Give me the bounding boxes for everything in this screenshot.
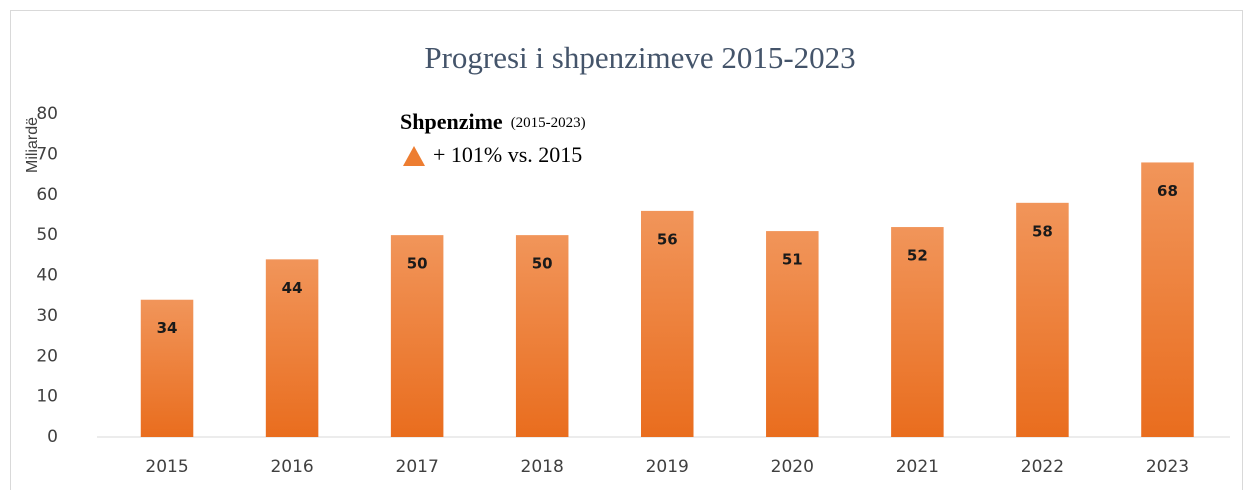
value-label: 51 [782, 251, 803, 269]
x-tick-label: 2019 [646, 457, 689, 477]
y-tick-label: 20 [36, 346, 58, 366]
value-label: 58 [1032, 222, 1053, 240]
bar [390, 235, 444, 437]
x-tick-label: 2020 [771, 457, 814, 477]
x-tick-label: 2017 [396, 457, 439, 477]
x-tick-label: 2016 [270, 457, 313, 477]
annotation-title: Shpenzime (2015-2023) [400, 109, 586, 134]
y-tick-label: 40 [36, 266, 58, 286]
value-label: 68 [1157, 182, 1178, 200]
bar [640, 210, 694, 437]
x-tick-label: 2015 [145, 457, 188, 477]
bar [1016, 202, 1069, 437]
bar [515, 235, 569, 437]
bar [891, 227, 944, 437]
chart-title: Progresi i shpenzimeve 2015-2023 [424, 40, 855, 75]
y-tick-label: 0 [47, 427, 58, 447]
value-label: 50 [532, 255, 553, 273]
value-label: 52 [907, 247, 928, 265]
y-tick-label: 80 [36, 104, 58, 124]
y-tick-label: 70 [36, 144, 58, 164]
bar [766, 231, 819, 437]
bar [1141, 162, 1194, 437]
value-label: 44 [282, 279, 303, 297]
x-tick-label: 2018 [521, 457, 564, 477]
annotation-text: + 101% vs. 2015 [433, 142, 582, 167]
y-tick-label: 10 [36, 387, 58, 407]
x-tick-label: 2021 [896, 457, 939, 477]
y-tick-label: 60 [36, 185, 58, 205]
up-triangle [403, 146, 425, 166]
annotation-title-text: Shpenzime [400, 109, 503, 134]
y-axis-label: Miliardë [24, 117, 41, 173]
value-label: 34 [157, 319, 178, 337]
y-tick-label: 50 [36, 225, 58, 245]
x-tick-label: 2022 [1021, 457, 1064, 477]
bar [265, 259, 319, 437]
value-label: 50 [407, 255, 428, 273]
y-tick-label: 30 [36, 306, 58, 326]
value-label: 56 [657, 230, 678, 248]
bar [140, 299, 194, 437]
annotation-subtitle: (2015-2023) [511, 115, 586, 131]
x-tick-label: 2023 [1146, 457, 1189, 477]
